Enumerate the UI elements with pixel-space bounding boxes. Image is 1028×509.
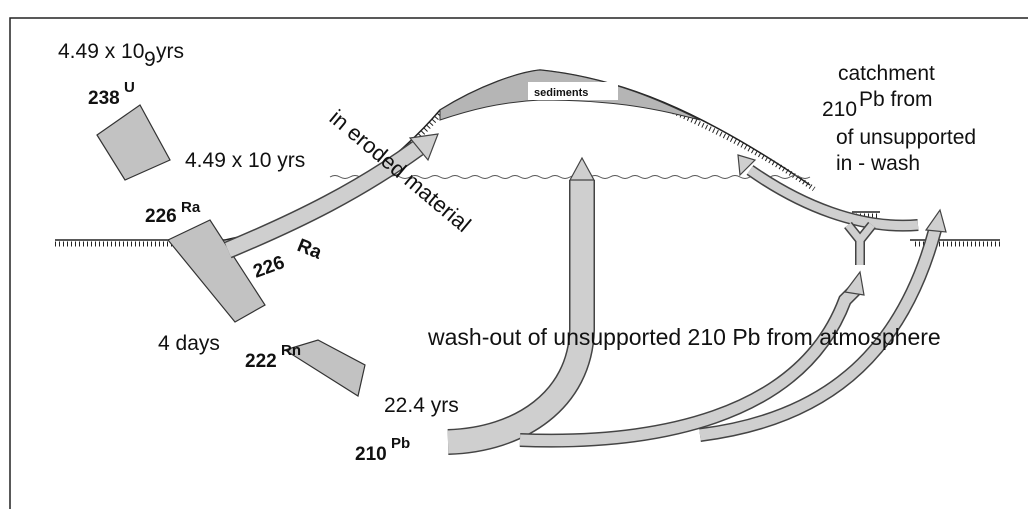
u-mass: 238 <box>88 88 120 109</box>
u-symbol: U <box>124 79 135 96</box>
pb-symbol: Pb <box>391 435 410 452</box>
catchment-line3: of unsupported <box>836 126 976 149</box>
water-line <box>329 175 811 179</box>
u238-slab <box>96 104 171 181</box>
sediment-label-bg <box>528 82 618 100</box>
ra-mass: 226 <box>145 206 177 227</box>
u-half-life: 4.49 x 10 <box>58 40 144 63</box>
catchment-line1: catchment <box>838 62 935 85</box>
rn-mass: 222 <box>245 351 277 372</box>
rn-half-life: 4 days <box>158 332 220 355</box>
catchment-mass: 210 <box>822 98 857 121</box>
u-half-life-exp: 9 <box>144 48 156 71</box>
u-half-life-unit: yrs <box>156 40 184 63</box>
pb-mass: 210 <box>355 444 387 465</box>
rn-symbol: Rn <box>281 342 301 359</box>
ra-half-life: 4.49 x 10 yrs <box>185 149 305 172</box>
flows <box>224 133 947 455</box>
catchment-line2: Pb from <box>859 88 933 111</box>
pb-half-life: 22.4 yrs <box>384 394 459 417</box>
washout-label: wash-out of unsupported 210 Pb from atmo… <box>427 324 941 350</box>
ra226-slab <box>167 219 266 323</box>
catchment-line4: in - wash <box>836 152 920 175</box>
ra-symbol: Ra <box>181 199 201 216</box>
sediments-label: sediments <box>534 87 588 99</box>
rn222-slab <box>283 339 366 397</box>
